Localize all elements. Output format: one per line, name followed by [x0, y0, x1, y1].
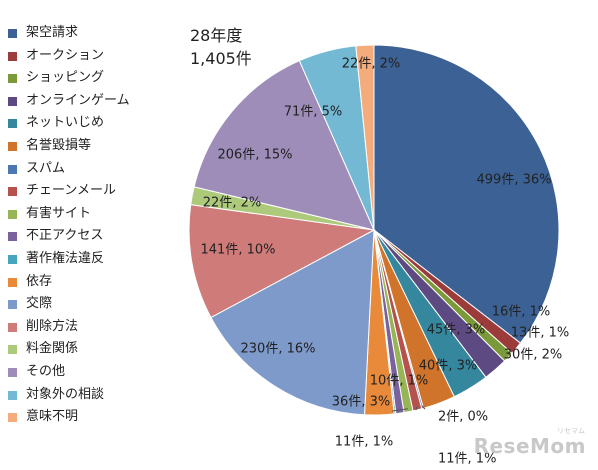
data-label-shopping: 13件, 1%	[511, 326, 569, 341]
data-label-fusei: 10件, 1%	[370, 374, 428, 389]
legend-label: オークション	[26, 47, 105, 63]
legend-label: ショッピング	[26, 70, 105, 86]
resemom-logo: ReseMom リセマム	[473, 427, 586, 458]
legend-label: スパム	[26, 160, 66, 176]
legend-swatch	[8, 300, 17, 310]
legend-swatch	[8, 390, 17, 400]
legend-swatch	[8, 345, 17, 355]
pie-slices	[188, 44, 560, 416]
leader-line-yugai	[391, 408, 408, 412]
data-label-chain: 11件, 1%	[438, 452, 496, 467]
legend-swatch	[8, 254, 17, 264]
data-label-kakuu: 499件, 36%	[477, 173, 552, 188]
pie-slice-kosai	[210, 229, 375, 416]
data-label-auction: 16件, 1%	[492, 305, 550, 320]
chart-subtitle: 1,405件	[190, 49, 252, 68]
data-label-sakujo: 141件, 10%	[201, 243, 276, 258]
legend-label: 削除方法	[26, 318, 79, 334]
data-label-online: 30件, 2%	[504, 348, 562, 363]
legend-label: 交際	[26, 296, 53, 312]
legend-label: 名誉毀損等	[26, 137, 92, 153]
legend-label: 料金関係	[26, 341, 79, 357]
chart-title: 28年度	[190, 26, 243, 45]
legend-label: 不正アクセス	[26, 228, 104, 244]
data-label-izon: 36件, 3%	[332, 395, 390, 410]
chart-title-block: 28年度 1,405件	[190, 24, 252, 70]
legend-swatch	[8, 232, 17, 242]
legend-swatch	[8, 74, 17, 84]
legend-swatch	[8, 96, 17, 106]
legend-swatch	[8, 367, 17, 377]
pie-slice-imifumei	[355, 44, 375, 231]
logo-subtext: リセマム	[557, 427, 585, 435]
data-label-taishogai: 71件, 5%	[284, 105, 342, 120]
data-label-sonota: 206件, 15%	[218, 148, 293, 163]
legend-label: 対象外の相談	[26, 386, 105, 402]
legend-swatch	[8, 164, 17, 174]
legend-label: 意味不明	[26, 409, 79, 425]
legend-swatch	[8, 277, 17, 287]
data-label-meiyo: 40件, 3%	[419, 359, 477, 374]
legend-label: オンラインゲーム	[26, 92, 130, 108]
legend-swatch	[8, 119, 17, 129]
pie-slice-sakujo	[188, 204, 376, 319]
legend-swatch	[8, 51, 17, 61]
data-label-kosai: 230件, 16%	[241, 342, 316, 357]
logo-text: ReseMom	[473, 434, 586, 458]
pie-slice-sonota	[193, 60, 375, 231]
legend-label: チェーンメール	[26, 183, 116, 199]
data-label-spam: 2件, 0%	[438, 410, 488, 425]
pie-slice-kakuu	[373, 44, 560, 344]
legend-label: 架空請求	[26, 25, 79, 40]
legend-swatch	[8, 322, 17, 332]
legend-swatch	[8, 413, 17, 423]
leader-line-spam	[421, 405, 426, 410]
data-label-ryokin: 22件, 2%	[203, 196, 261, 211]
data-label-imifumei: 22件, 2%	[342, 57, 400, 72]
legend-label: 著作権法違反	[26, 250, 105, 266]
legend-label: 依存	[26, 273, 53, 289]
leader-line-chain	[415, 406, 418, 411]
legend-swatch	[8, 187, 17, 197]
legend-swatch	[8, 29, 17, 38]
legend-swatch	[8, 209, 17, 219]
data-label-yugai: 11件, 1%	[335, 435, 393, 450]
legend-label: ネットいじめ	[26, 115, 105, 131]
legend-swatch	[8, 141, 17, 151]
legend-label: 有害サイト	[26, 205, 92, 221]
leader-lines	[391, 405, 426, 412]
data-label-ijime: 45件, 3%	[427, 323, 485, 338]
legend-label: その他	[26, 363, 66, 379]
data-labels: 499件, 36% 16件, 1% 13件, 1% 30件, 2% 45件, 3% 40件…	[201, 57, 570, 467]
